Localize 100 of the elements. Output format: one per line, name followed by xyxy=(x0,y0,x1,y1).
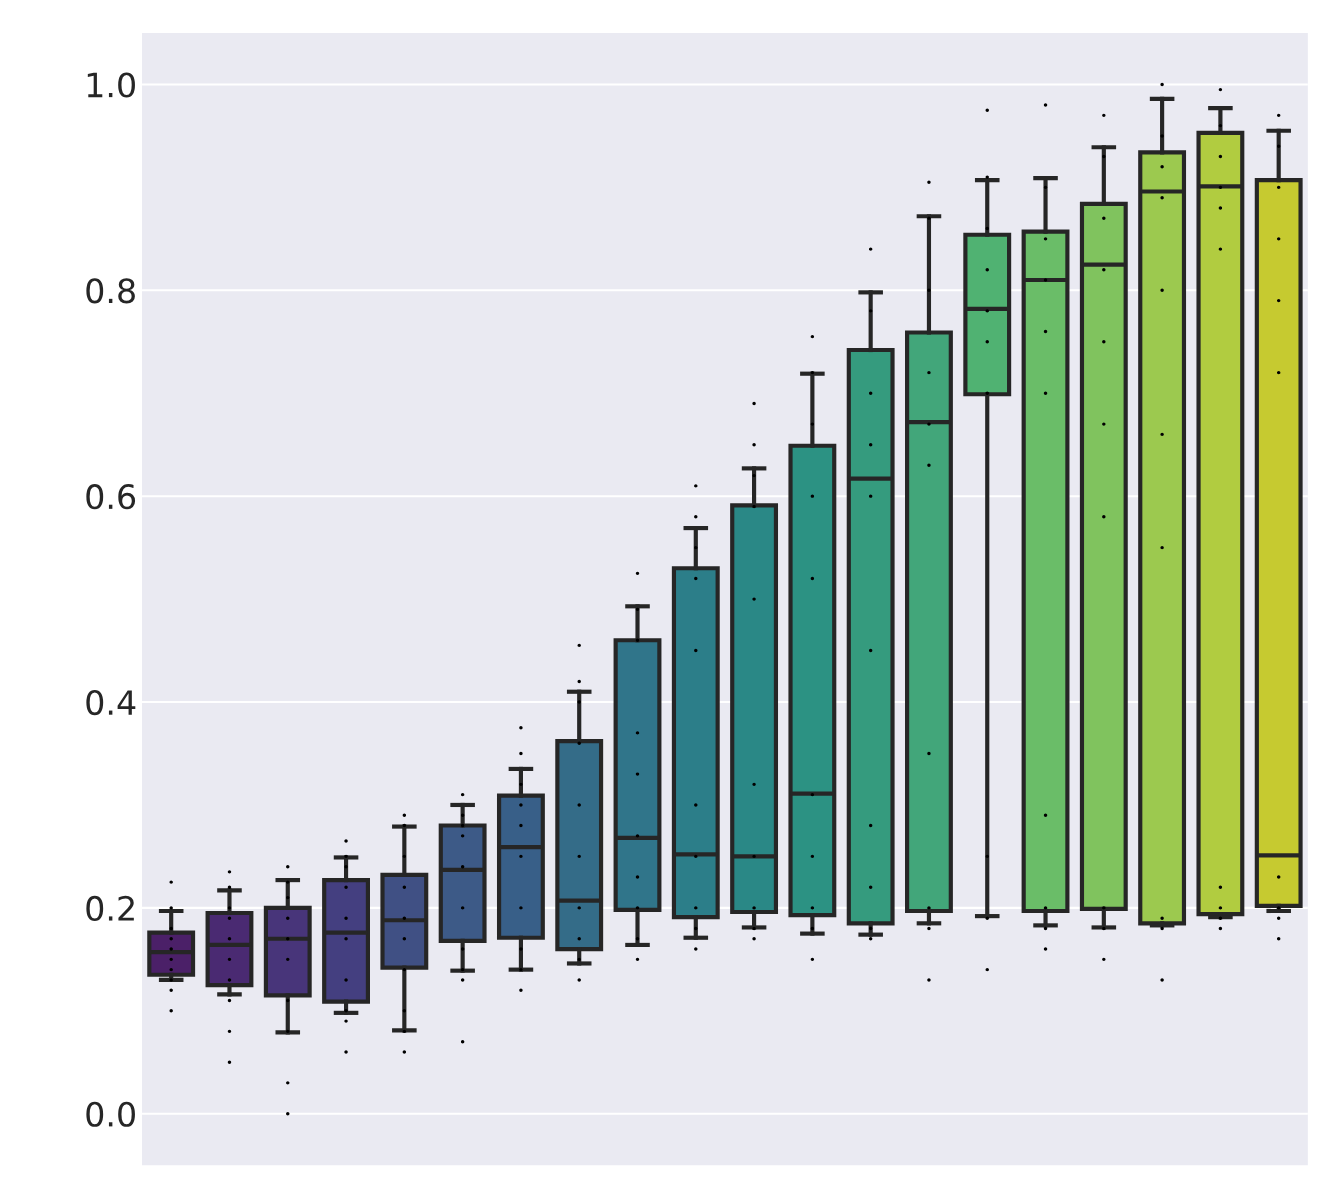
point xyxy=(810,422,815,426)
point xyxy=(286,998,290,1003)
point xyxy=(927,288,931,293)
point xyxy=(460,823,465,828)
point xyxy=(1218,247,1223,251)
y-tick-label: 0.2 xyxy=(86,895,134,922)
point xyxy=(1043,185,1048,190)
point xyxy=(519,726,523,730)
point xyxy=(868,443,873,447)
point xyxy=(752,937,756,941)
point xyxy=(402,967,407,972)
point xyxy=(286,1029,290,1034)
point xyxy=(1218,906,1223,910)
point xyxy=(344,1019,348,1023)
y-tick-label: 0.0 xyxy=(86,1101,135,1127)
point xyxy=(169,926,173,931)
point xyxy=(460,865,465,869)
point xyxy=(344,1050,348,1054)
point xyxy=(1043,329,1048,334)
point xyxy=(286,880,290,884)
point xyxy=(694,648,698,653)
point xyxy=(227,916,232,920)
point xyxy=(402,823,407,828)
y-tick-label: 0.8 xyxy=(86,278,135,304)
point xyxy=(694,947,698,951)
point xyxy=(1160,916,1164,920)
point xyxy=(519,803,523,807)
point xyxy=(227,937,232,941)
point xyxy=(868,823,873,828)
point xyxy=(635,638,640,642)
point xyxy=(1102,926,1106,931)
point xyxy=(694,484,698,488)
point xyxy=(1218,154,1223,159)
point xyxy=(344,865,348,869)
point xyxy=(169,978,173,982)
point xyxy=(1160,165,1164,169)
point xyxy=(810,906,815,910)
point xyxy=(402,1029,407,1034)
point xyxy=(577,906,581,910)
point xyxy=(1160,978,1164,982)
point xyxy=(694,906,698,910)
point xyxy=(1043,237,1048,241)
point xyxy=(519,988,523,992)
point xyxy=(985,854,989,859)
point xyxy=(169,957,173,962)
point xyxy=(227,885,232,889)
point xyxy=(810,494,815,498)
point xyxy=(927,906,931,910)
point xyxy=(1160,288,1164,293)
point xyxy=(227,870,232,874)
point xyxy=(519,967,523,972)
point xyxy=(1043,391,1048,395)
point xyxy=(402,916,407,920)
point xyxy=(577,700,581,704)
point xyxy=(1218,926,1223,931)
point xyxy=(868,309,873,313)
point xyxy=(460,792,465,797)
point xyxy=(286,895,290,900)
point xyxy=(752,906,756,910)
point xyxy=(1043,926,1048,931)
point xyxy=(1276,237,1281,241)
point xyxy=(344,885,348,889)
y-tick-label: 0.6 xyxy=(86,484,136,510)
point xyxy=(985,309,989,313)
point xyxy=(810,334,815,339)
point xyxy=(1218,87,1223,92)
point xyxy=(1102,422,1106,426)
y-tick-label: 1.0 xyxy=(87,72,135,98)
point xyxy=(227,1029,232,1034)
point xyxy=(868,247,873,251)
point xyxy=(635,834,640,838)
point xyxy=(810,370,815,375)
point xyxy=(344,839,348,843)
point xyxy=(1160,134,1164,138)
point xyxy=(752,782,756,787)
point xyxy=(1218,885,1223,889)
point xyxy=(868,885,873,889)
point xyxy=(1218,123,1223,128)
point xyxy=(227,1060,232,1064)
point xyxy=(1276,113,1281,118)
point xyxy=(402,885,407,889)
point xyxy=(1160,432,1164,437)
point xyxy=(577,803,581,807)
point xyxy=(868,494,873,498)
point xyxy=(694,926,698,931)
point xyxy=(460,1039,465,1044)
point xyxy=(1276,185,1281,190)
point xyxy=(868,648,873,653)
point xyxy=(985,226,989,231)
point xyxy=(460,906,465,910)
point xyxy=(344,916,348,920)
point xyxy=(169,947,173,951)
point xyxy=(344,1009,348,1013)
point xyxy=(635,957,640,962)
point xyxy=(1102,906,1106,910)
point xyxy=(227,998,232,1003)
point xyxy=(1102,154,1106,159)
point xyxy=(868,926,873,931)
point xyxy=(1160,545,1164,550)
point xyxy=(519,906,523,910)
